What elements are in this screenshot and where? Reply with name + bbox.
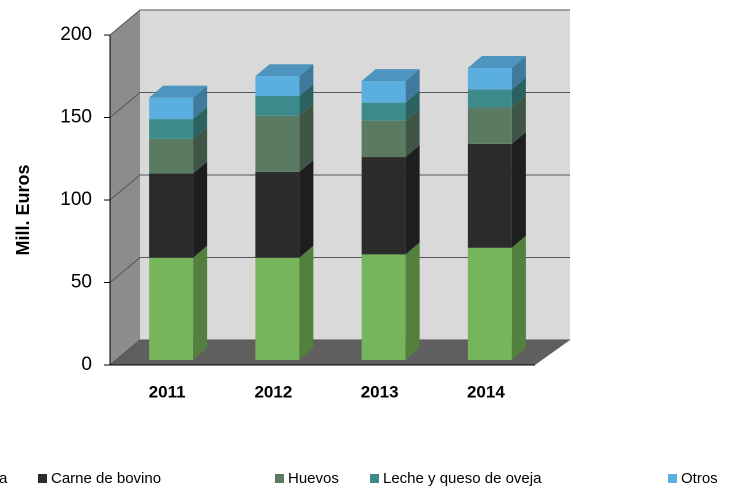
legend-label: a (0, 470, 8, 487)
bar-segment (467, 247, 512, 360)
bar-segment (149, 257, 194, 360)
bar-segment-side (193, 245, 208, 360)
y-tick-label: 150 (60, 107, 92, 128)
bar-segment-side (193, 107, 208, 139)
grid-line (109, 257, 570, 283)
bar-segment-side (193, 161, 208, 258)
x-tick-label: 2012 (254, 382, 292, 401)
bar-segment-side (511, 55, 526, 90)
bar-segment (255, 115, 300, 172)
grid-line (109, 174, 570, 201)
bar-segment (149, 97, 194, 120)
grid-line (109, 9, 570, 36)
x-tick-label: 2014 (467, 382, 505, 401)
bar-segment-side (405, 90, 420, 121)
bar-segment (149, 138, 194, 174)
grid-line (109, 92, 570, 118)
bar-segment (467, 89, 512, 108)
bar-segment (255, 96, 300, 116)
bar-segment (361, 157, 406, 255)
bar-segment-side (299, 103, 314, 172)
legend-swatch (38, 474, 47, 483)
bar-segment-side (511, 235, 526, 360)
y-tick-label: 200 (60, 24, 92, 45)
y-tick-label: 50 (71, 272, 92, 293)
bar-segment (361, 254, 406, 360)
legend-swatch (275, 474, 284, 483)
bar-segment (467, 67, 512, 90)
bar-segment (255, 76, 300, 96)
bar-segment-top (467, 55, 526, 68)
x-tick-label: 2013 (361, 382, 399, 401)
bar-segment-side (193, 126, 208, 174)
bar-segment (467, 143, 512, 248)
floor (110, 340, 570, 365)
y-axis-label: Mill. Euros (13, 164, 33, 255)
bar-segment-side (511, 77, 526, 108)
bar-segment-side (511, 131, 526, 248)
grid-line (109, 339, 570, 366)
legend-label: Huevos (288, 470, 339, 487)
bar-segment (149, 173, 194, 258)
bar-segment-side (511, 95, 526, 144)
legend-label: Otros (681, 470, 718, 487)
y-tick-label: 100 (60, 189, 92, 210)
bar-segment-side (299, 159, 314, 258)
bar-segment (467, 107, 512, 144)
legend-label: Leche y queso de oveja (383, 470, 542, 487)
bar-segment (361, 81, 406, 103)
bar-segment (361, 120, 406, 158)
bar-segment-side (405, 145, 420, 255)
legend-swatch (668, 474, 677, 483)
bar-segment-side (405, 69, 420, 103)
bar-segment (361, 102, 406, 121)
bar-segment-top (255, 64, 314, 77)
legend-label: Carne de bovino (51, 470, 161, 487)
legend-swatch (370, 474, 379, 483)
bar-segment-side (405, 242, 420, 360)
bar-segment (255, 171, 300, 258)
y-tick-label: 0 (81, 354, 92, 375)
bar-segment-side (405, 108, 420, 158)
bar-segment (255, 257, 300, 360)
bar-segment-side (299, 84, 314, 116)
x-tick-label: 2011 (149, 382, 186, 401)
bar-segment-side (299, 64, 314, 96)
bar-segment-side (299, 245, 314, 360)
bar-segment (149, 119, 194, 139)
bar-segment-side (193, 85, 208, 120)
bar-segment-top (149, 85, 208, 98)
bar-segment-top (361, 69, 420, 82)
